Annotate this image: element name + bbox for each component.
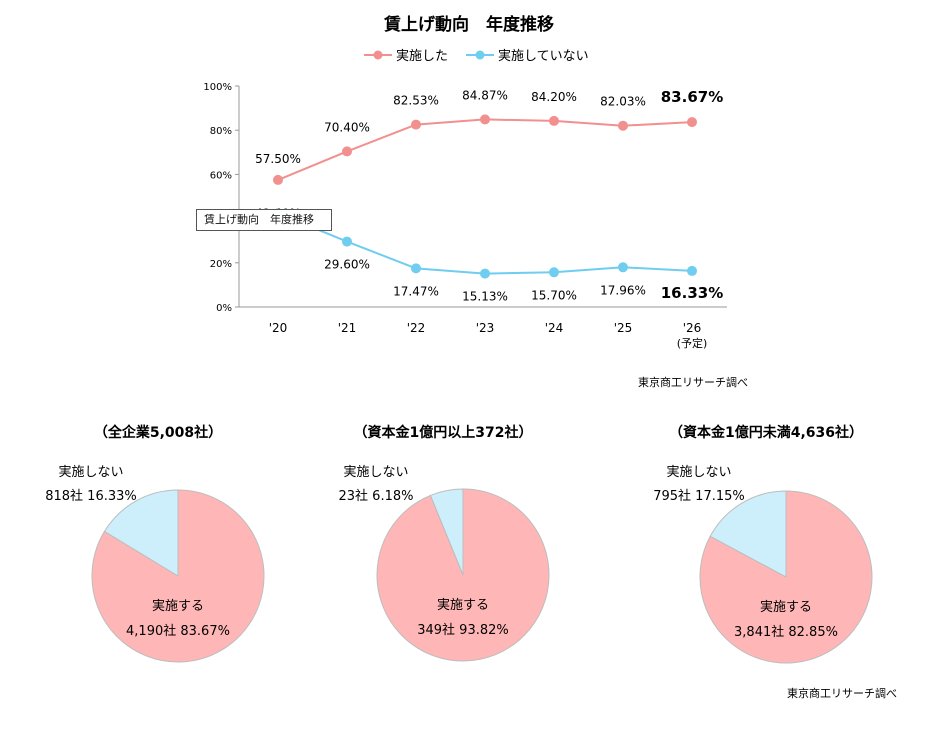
line-axes: 0%20%40%60%80%100%'20'21'22'23'24'25'26(… bbox=[203, 82, 727, 350]
x-tick-label: '21 bbox=[338, 321, 357, 335]
data-point bbox=[687, 265, 697, 276]
x-tick-label: '25 bbox=[614, 321, 633, 335]
pie-title: （資本金1億円以上372社） bbox=[354, 424, 533, 441]
pie-slice-no bbox=[103, 489, 179, 577]
data-label: 57.50% bbox=[255, 152, 301, 166]
data-point bbox=[549, 115, 559, 126]
y-tick-label: 0% bbox=[216, 303, 232, 314]
data-label: 83.67% bbox=[661, 88, 723, 106]
legend-label-implemented: 実施した bbox=[396, 48, 448, 64]
x-tick-label: '22 bbox=[407, 321, 426, 335]
data-label: 84.87% bbox=[462, 88, 508, 102]
pie-yes-value: 349社 93.82% bbox=[417, 622, 509, 638]
pie-yes-label: 実施する bbox=[152, 598, 204, 614]
data-label: 17.47% bbox=[393, 284, 439, 298]
pie-slice-no bbox=[709, 490, 787, 578]
data-point bbox=[549, 267, 559, 278]
data-point bbox=[480, 114, 490, 125]
y-tick-label: 80% bbox=[210, 126, 232, 137]
x-tick-label: '20 bbox=[269, 321, 288, 335]
pie-title: （資本金1億円未満4,636社） bbox=[669, 424, 863, 441]
pie-yes-label: 実施する bbox=[760, 599, 812, 615]
data-point bbox=[618, 120, 628, 131]
data-label: 17.96% bbox=[600, 283, 646, 297]
y-tick-label: 20% bbox=[210, 259, 232, 270]
data-point bbox=[411, 119, 421, 130]
data-point bbox=[480, 268, 490, 279]
x-tick-sublabel: (予定) bbox=[677, 336, 708, 350]
pie-slice-no bbox=[429, 488, 464, 576]
x-tick-label: '26 bbox=[683, 321, 702, 335]
legend: 実施した 実施していない bbox=[364, 48, 589, 64]
legend-marker-not-implemented bbox=[475, 50, 485, 60]
source-note-bottom: 東京商工リサーチ調べ bbox=[787, 686, 897, 700]
pie-no-label: 実施しない bbox=[343, 464, 408, 480]
y-tick-label: 60% bbox=[210, 170, 232, 181]
data-label: 82.53% bbox=[393, 94, 439, 108]
line-chart-title: 賃上げ動向 年度推移 bbox=[383, 14, 554, 35]
data-label: 15.70% bbox=[531, 288, 577, 302]
source-note-top: 東京商工リサーチ調べ bbox=[638, 375, 748, 389]
data-point bbox=[411, 263, 421, 274]
data-label: 70.40% bbox=[324, 120, 370, 134]
data-point bbox=[273, 174, 283, 185]
x-tick-label: '24 bbox=[545, 321, 564, 335]
legend-label-not-implemented: 実施していない bbox=[498, 48, 589, 64]
line-plot: 57.50% 70.40% 82.53% 84.87% 84.20% 82.03% 83.6… bbox=[255, 88, 723, 303]
pie-yes-value: 3,841社 82.85% bbox=[734, 624, 838, 640]
data-label: 15.13% bbox=[462, 290, 508, 304]
x-tick-label: '23 bbox=[476, 321, 495, 335]
data-point bbox=[342, 236, 352, 247]
legend-marker-implemented bbox=[373, 50, 383, 60]
data-label: 82.03% bbox=[600, 95, 646, 109]
pie-charts: （全企業5,008社） 実施する 4,190社 83.67% 実施しない 818社 16… bbox=[45, 424, 873, 664]
pie-yes-label: 実施する bbox=[437, 597, 489, 613]
pie-no-label: 実施しない bbox=[58, 464, 123, 480]
pie-no-label: 実施しない bbox=[666, 464, 731, 480]
data-label: 84.20% bbox=[531, 90, 577, 104]
y-tick-label: 100% bbox=[203, 82, 232, 93]
pie-no-value: 818社 16.33% bbox=[45, 488, 137, 504]
chart-tooltip: 賃上げ動向 年度推移 bbox=[196, 209, 332, 231]
data-point bbox=[687, 117, 697, 128]
pie-no-value: 23社 6.18% bbox=[339, 488, 414, 504]
pie-yes-value: 4,190社 83.67% bbox=[126, 623, 230, 639]
pie-title: （全企業5,008社） bbox=[94, 424, 222, 441]
data-label: 29.60% bbox=[324, 258, 370, 272]
pie-no-value: 795社 17.15% bbox=[653, 488, 745, 504]
data-label: 16.33% bbox=[661, 284, 723, 302]
data-point bbox=[342, 146, 352, 157]
data-point bbox=[618, 262, 628, 273]
